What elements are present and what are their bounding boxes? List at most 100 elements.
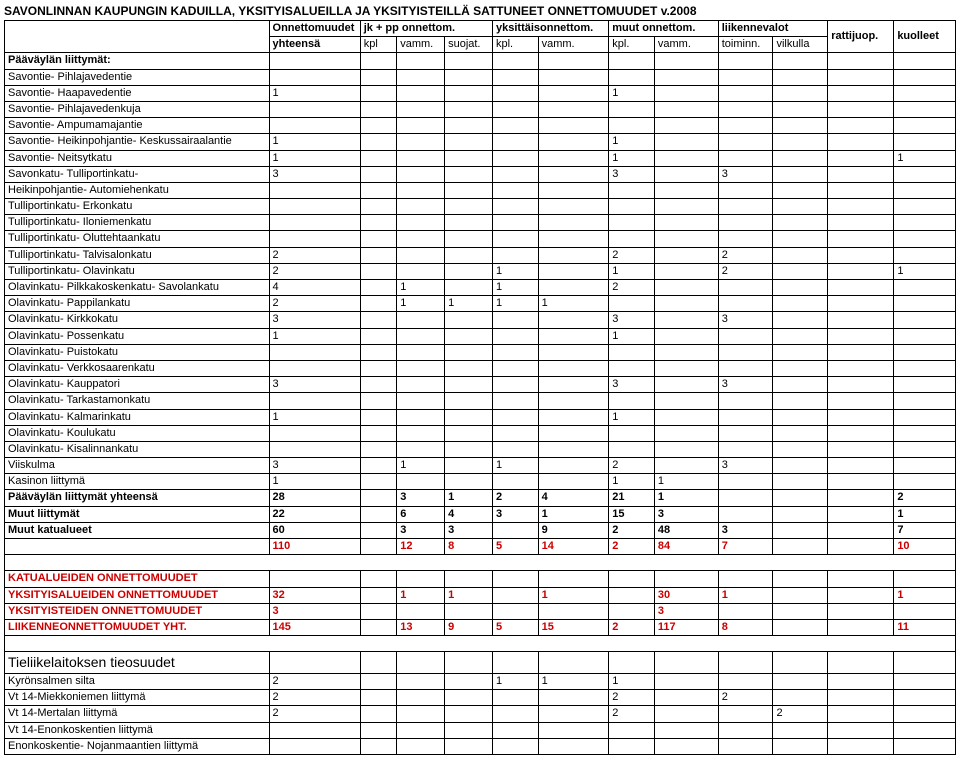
cell <box>493 85 539 101</box>
cell <box>397 85 445 101</box>
cell <box>538 280 609 296</box>
cell: 1 <box>894 150 956 166</box>
cell <box>397 377 445 393</box>
cell <box>360 425 396 441</box>
cell <box>894 738 956 754</box>
table-row: Heikinpohjantie- Automiehenkatu <box>5 182 956 198</box>
cell <box>269 344 360 360</box>
cell <box>360 296 396 312</box>
cell <box>654 215 718 231</box>
table-row: Olavinkatu- Kirkkokatu333 <box>5 312 956 328</box>
cell <box>773 312 828 328</box>
cell <box>360 393 396 409</box>
cell: 1 <box>538 587 609 603</box>
cell <box>397 393 445 409</box>
cell <box>538 738 609 754</box>
cell <box>894 296 956 312</box>
cell: 3 <box>269 377 360 393</box>
cell <box>828 69 894 85</box>
table-row: Olavinkatu- Verkkosaarenkatu <box>5 360 956 376</box>
cell: 1 <box>538 296 609 312</box>
cell: 110 <box>269 539 360 555</box>
cell <box>397 101 445 117</box>
row-label: Pääväylän liittymät yhteensä <box>5 490 270 506</box>
cell: 1 <box>269 474 360 490</box>
table-row: Olavinkatu- Kalmarinkatu11 <box>5 409 956 425</box>
cell <box>397 652 445 674</box>
table-row: Vt 14-Miekkoniemen liittymä222 <box>5 690 956 706</box>
row-label: Kyrönsalmen silta <box>5 674 270 690</box>
cell <box>445 571 493 587</box>
cell <box>894 85 956 101</box>
cell <box>828 134 894 150</box>
cell <box>360 706 396 722</box>
cell: 2 <box>718 247 773 263</box>
cell <box>654 118 718 134</box>
cell <box>445 377 493 393</box>
cell <box>609 101 655 117</box>
table-row: Savonkatu- Tulliportinkatu-333 <box>5 166 956 182</box>
cell <box>718 603 773 619</box>
cell: 1 <box>493 280 539 296</box>
cell <box>360 474 396 490</box>
cell: 8 <box>445 539 493 555</box>
cell: 2 <box>718 690 773 706</box>
cell: 22 <box>269 506 360 522</box>
cell <box>894 215 956 231</box>
cell <box>397 571 445 587</box>
cell <box>397 182 445 198</box>
cell <box>397 215 445 231</box>
cell <box>397 166 445 182</box>
table-row: Olavinkatu- Puistokatu <box>5 344 956 360</box>
cell <box>609 360 655 376</box>
cell <box>773 118 828 134</box>
cell <box>718 328 773 344</box>
cell <box>609 722 655 738</box>
cell <box>538 377 609 393</box>
cell <box>609 393 655 409</box>
cell <box>445 652 493 674</box>
cell: 3 <box>269 312 360 328</box>
cell <box>718 296 773 312</box>
cell <box>538 409 609 425</box>
table-row: Tulliportinkatu- Talvisalonkatu222 <box>5 247 956 263</box>
cell <box>828 393 894 409</box>
cell <box>493 166 539 182</box>
cell <box>538 199 609 215</box>
cell: 1 <box>538 674 609 690</box>
cell <box>828 539 894 555</box>
cell <box>269 199 360 215</box>
cell: 1 <box>445 587 493 603</box>
cell <box>538 328 609 344</box>
cell <box>828 231 894 247</box>
cell <box>397 150 445 166</box>
cell <box>773 53 828 69</box>
cell <box>654 280 718 296</box>
row-label: KATUALUEIDEN ONNETTOMUUDET <box>5 571 270 587</box>
cell: 1 <box>609 674 655 690</box>
cell: 8 <box>718 619 773 635</box>
cell <box>894 441 956 457</box>
cell <box>894 199 956 215</box>
cell <box>360 150 396 166</box>
row-label <box>5 539 270 555</box>
cell <box>894 474 956 490</box>
cell <box>718 85 773 101</box>
cell <box>718 706 773 722</box>
cell <box>773 377 828 393</box>
hdr-rattijuop: rattijuop. <box>828 21 894 53</box>
cell <box>894 118 956 134</box>
cell <box>360 571 396 587</box>
cell <box>360 674 396 690</box>
cell <box>269 118 360 134</box>
cell <box>397 263 445 279</box>
cell <box>493 393 539 409</box>
cell <box>269 101 360 117</box>
cell: 2 <box>269 690 360 706</box>
cell <box>654 360 718 376</box>
cell: 15 <box>538 619 609 635</box>
cell <box>773 738 828 754</box>
cell <box>493 53 539 69</box>
cell <box>397 118 445 134</box>
cell <box>269 69 360 85</box>
